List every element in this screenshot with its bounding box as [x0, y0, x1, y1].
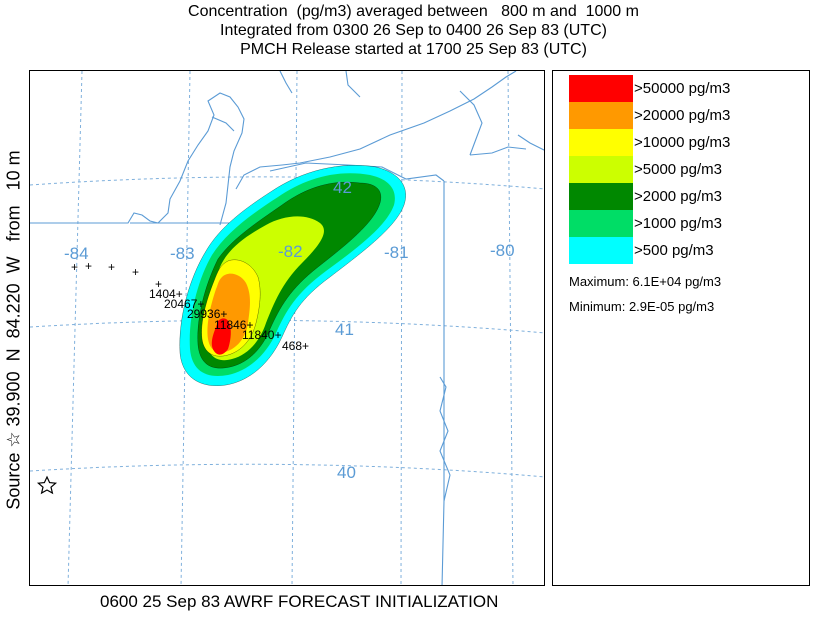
legend-swatch: [569, 237, 633, 264]
legend-label: >2000 pg/m3: [634, 188, 722, 205]
lon-label-84: -84: [64, 244, 89, 263]
sampler-cross: +: [108, 260, 115, 274]
legend-label: >20000 pg/m3: [634, 107, 731, 124]
sampler-markers: + + + + + 1404+ 20467+ 29936+ 11846+ 118…: [71, 259, 309, 353]
legend-item-5000: >5000 pg/m3: [569, 156, 722, 183]
lat-label-40: 40: [337, 463, 356, 482]
title-line-1: Concentration (pg/m3) averaged between 8…: [188, 3, 639, 20]
lon-label-80: -80: [490, 241, 515, 260]
title-line-3: PMCH Release started at 1700 25 Sep 83 (…: [240, 41, 587, 58]
sampler-cross: +: [132, 265, 139, 279]
meridian-84: [67, 71, 83, 585]
saginaw-bay: [459, 90, 483, 156]
legend-swatch: [569, 183, 633, 210]
boundaries: [30, 71, 544, 585]
lake-erie-shore: [269, 162, 445, 182]
sampler-cross: +: [71, 260, 78, 274]
sample-label-11846: 11846+: [214, 318, 254, 332]
lon-label-83: -83: [170, 244, 195, 263]
michigan-thumb: [235, 71, 517, 190]
parallel-42: [30, 176, 544, 190]
lon-label-82: -82: [278, 242, 303, 261]
maximum-value: Maximum: 6.1E+04 pg/m3: [569, 274, 722, 289]
legend-label: >10000 pg/m3: [634, 134, 731, 151]
minimum-value: Minimum: 2.9E-05 pg/m3: [569, 299, 715, 314]
lat-label-42: 42: [333, 178, 352, 197]
river-east: [517, 134, 544, 151]
title-line-2: Integrated from 0300 26 Sep to 0400 26 S…: [220, 22, 607, 39]
lon-label-81: -81: [384, 243, 409, 262]
river-north: [211, 116, 235, 132]
michigan-boundary-north: [469, 146, 527, 156]
legend-swatch: [569, 156, 633, 183]
map-canvas: -84 -83 -82 -81 -80 42 41 40 + + + + + 1…: [30, 71, 544, 585]
ohio-river: [439, 376, 451, 502]
legend-swatch: [569, 75, 633, 102]
lake-michigan-shore: [30, 92, 245, 226]
legend-swatch: [569, 129, 633, 156]
legend-item-2000: >2000 pg/m3: [569, 183, 722, 210]
map-panel[interactable]: -84 -83 -82 -81 -80 42 41 40 + + + + + 1…: [29, 70, 545, 586]
legend-label: >5000 pg/m3: [634, 161, 722, 178]
legend-item-1000: >1000 pg/m3: [569, 210, 722, 237]
lat-label-41: 41: [335, 320, 354, 339]
meridian-80: [507, 71, 514, 585]
sample-label-11840: 11840+: [242, 328, 282, 342]
sampler-cross: +: [155, 277, 162, 291]
legend-item-50000: >50000 pg/m3: [569, 75, 730, 102]
sample-label-1404: 1404+: [149, 287, 183, 301]
legend-label: >50000 pg/m3: [634, 80, 731, 97]
legend-label: >500 pg/m3: [634, 242, 714, 259]
meridian-81: [400, 71, 403, 585]
source-star-icon: [36, 475, 58, 495]
plume: [179, 165, 406, 386]
legend-item-10000: >10000 pg/m3: [569, 129, 730, 156]
legend-panel: >50000 pg/m3 >20000 pg/m3 >10000 pg/m3 >…: [552, 70, 810, 586]
legend-item-500: >500 pg/m3: [569, 237, 714, 264]
lake-detail: [279, 71, 293, 94]
legend-swatch: [569, 102, 633, 129]
border-ne: [345, 71, 361, 98]
legend-item-20000: >20000 pg/m3: [569, 102, 730, 129]
source-label: Source ☆ 39.900 N 84.220 W from 10 m: [3, 150, 24, 510]
legend-label: >1000 pg/m3: [634, 215, 722, 232]
sampler-cross: +: [85, 259, 92, 273]
footer-initialization: 0600 25 Sep 83 AWRF FORECAST INITIALIZAT…: [100, 592, 499, 611]
meridian-82: [291, 71, 298, 585]
parallel-40: [30, 463, 544, 478]
graticule: [30, 71, 544, 585]
contour-50000: [211, 318, 231, 355]
sample-label-20467: 20467+: [164, 297, 204, 311]
sample-label-29936: 29936+: [187, 307, 227, 321]
sample-label-468: 468+: [282, 339, 309, 353]
legend-swatch: [569, 210, 633, 237]
